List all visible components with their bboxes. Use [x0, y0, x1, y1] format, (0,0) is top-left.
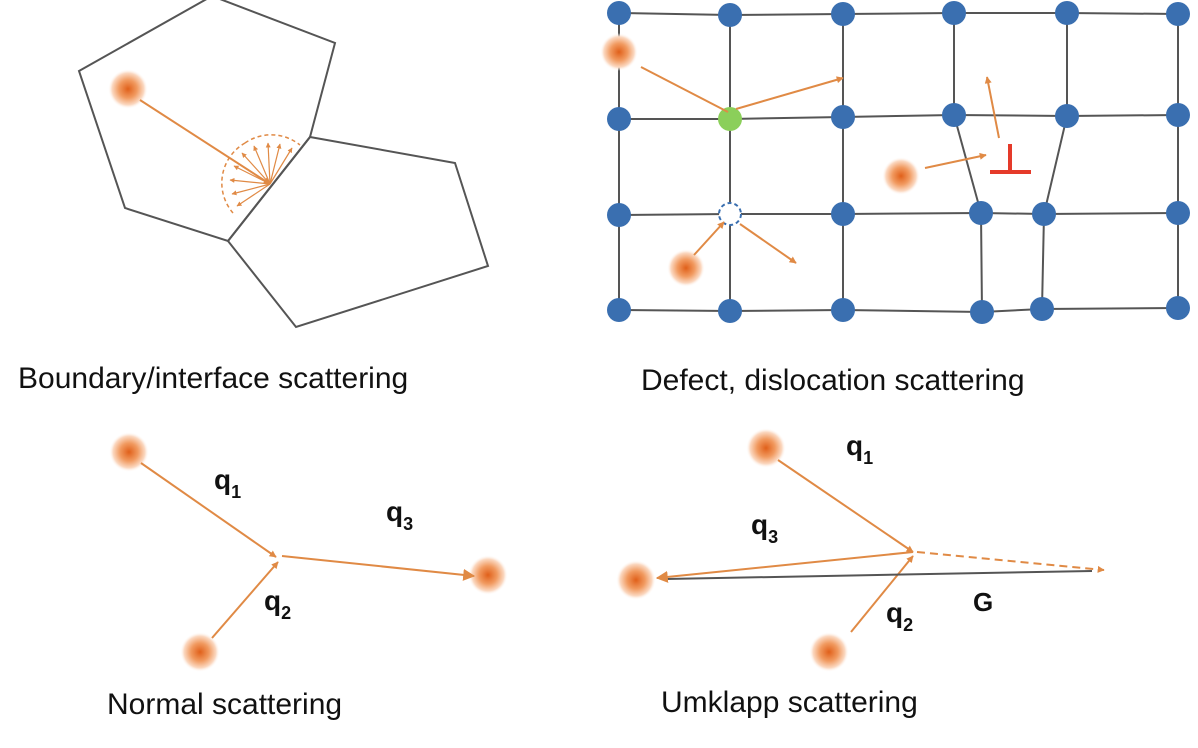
- q1-label: q1: [846, 430, 873, 468]
- phonon-particle-icon: [600, 33, 638, 71]
- lattice-atom-icon: [942, 1, 966, 25]
- phonon-particle-icon: [809, 632, 849, 672]
- q3-arrow: [655, 551, 914, 583]
- lattice-atom-icon: [1055, 104, 1079, 128]
- lattice-bonds: [618, 12, 1179, 314]
- q2-label: q2: [886, 597, 913, 635]
- lattice-atom-icon: [1032, 202, 1056, 226]
- lattice-atom-icon: [1055, 1, 1079, 25]
- normal-panel: q1 q3 q2: [109, 432, 508, 672]
- q1-arrow: [777, 459, 914, 553]
- lattice-atom-icon: [607, 203, 631, 227]
- phonon-particle-icon: [882, 157, 920, 195]
- dashed-sum-arrow: [916, 551, 1105, 573]
- phonon-particle-icon: [746, 428, 786, 468]
- grain-right: [226, 135, 490, 329]
- lattice-atom-icon: [831, 2, 855, 26]
- phonon-particle-icon: [109, 432, 149, 472]
- normal-caption: Normal scattering: [107, 688, 343, 721]
- impurity-atom-icon: [718, 107, 742, 131]
- lattice-atom-icon: [831, 298, 855, 322]
- lattice-atom-icon: [1166, 201, 1190, 225]
- phonon-particle-icon: [468, 555, 508, 595]
- lattice-atom-icon: [1166, 296, 1190, 320]
- defect-panel: [600, 1, 1190, 324]
- boundary-caption: Boundary/interface scattering: [18, 362, 409, 395]
- lattice-atom-icon: [607, 1, 631, 25]
- dislocation-symbol: [990, 144, 1031, 174]
- scattered-arrow-impurity: [735, 76, 844, 110]
- phonon-particle-icon: [180, 632, 220, 672]
- g-vector-arrow: [665, 570, 1093, 580]
- incident-arrow-dislocation: [924, 152, 987, 169]
- lattice-atom-icon: [1030, 297, 1054, 321]
- phonon-particle-icon: [616, 560, 656, 600]
- q3-arrow: [281, 555, 476, 581]
- q2-label: q2: [264, 585, 291, 623]
- lattice-atom-icon: [718, 299, 742, 323]
- lattice-atom-icon: [607, 107, 631, 131]
- scattering-arc: [221, 142, 246, 214]
- q3-label: q3: [751, 509, 778, 547]
- lattice-atom-icon: [942, 103, 966, 127]
- q3-label: q3: [386, 496, 413, 534]
- lattice-atom-icon: [718, 3, 742, 27]
- q2-arrow: [850, 555, 914, 633]
- boundary-panel: [77, 0, 490, 329]
- diffuse-scattered-arrows: [229, 142, 293, 207]
- lattice-atom-icon: [831, 105, 855, 129]
- q1-arrow: [140, 462, 277, 558]
- lattice-atom-icon: [607, 298, 631, 322]
- scattered-arrow-dislocation: [984, 76, 1000, 139]
- umklapp-panel: q1 q3 q2 G: [616, 428, 1105, 672]
- incident-arrow-vacancy: [693, 221, 725, 256]
- g-label: G: [973, 587, 993, 617]
- phonon-particle-icon: [667, 249, 705, 287]
- vacancy-icon: [718, 202, 742, 226]
- scattered-arrow-vacancy: [739, 223, 797, 264]
- incident-arrow-impurity: [640, 66, 729, 113]
- lattice-atoms: [607, 1, 1190, 324]
- q1-label: q1: [214, 464, 241, 502]
- phonon-particle-icon: [108, 69, 148, 109]
- scattering-arc-top: [244, 134, 301, 146]
- lattice-atom-icon: [969, 201, 993, 225]
- lattice-atom-icon: [831, 202, 855, 226]
- incident-arrow: [139, 99, 271, 185]
- lattice-atom-icon: [1166, 2, 1190, 26]
- defect-caption: Defect, dislocation scattering: [641, 364, 1025, 397]
- q2-arrow: [211, 561, 279, 639]
- lattice-atom-icon: [970, 300, 994, 324]
- grain-left: [77, 0, 337, 243]
- umklapp-caption: Umklapp scattering: [661, 686, 918, 719]
- lattice-atom-icon: [1166, 103, 1190, 127]
